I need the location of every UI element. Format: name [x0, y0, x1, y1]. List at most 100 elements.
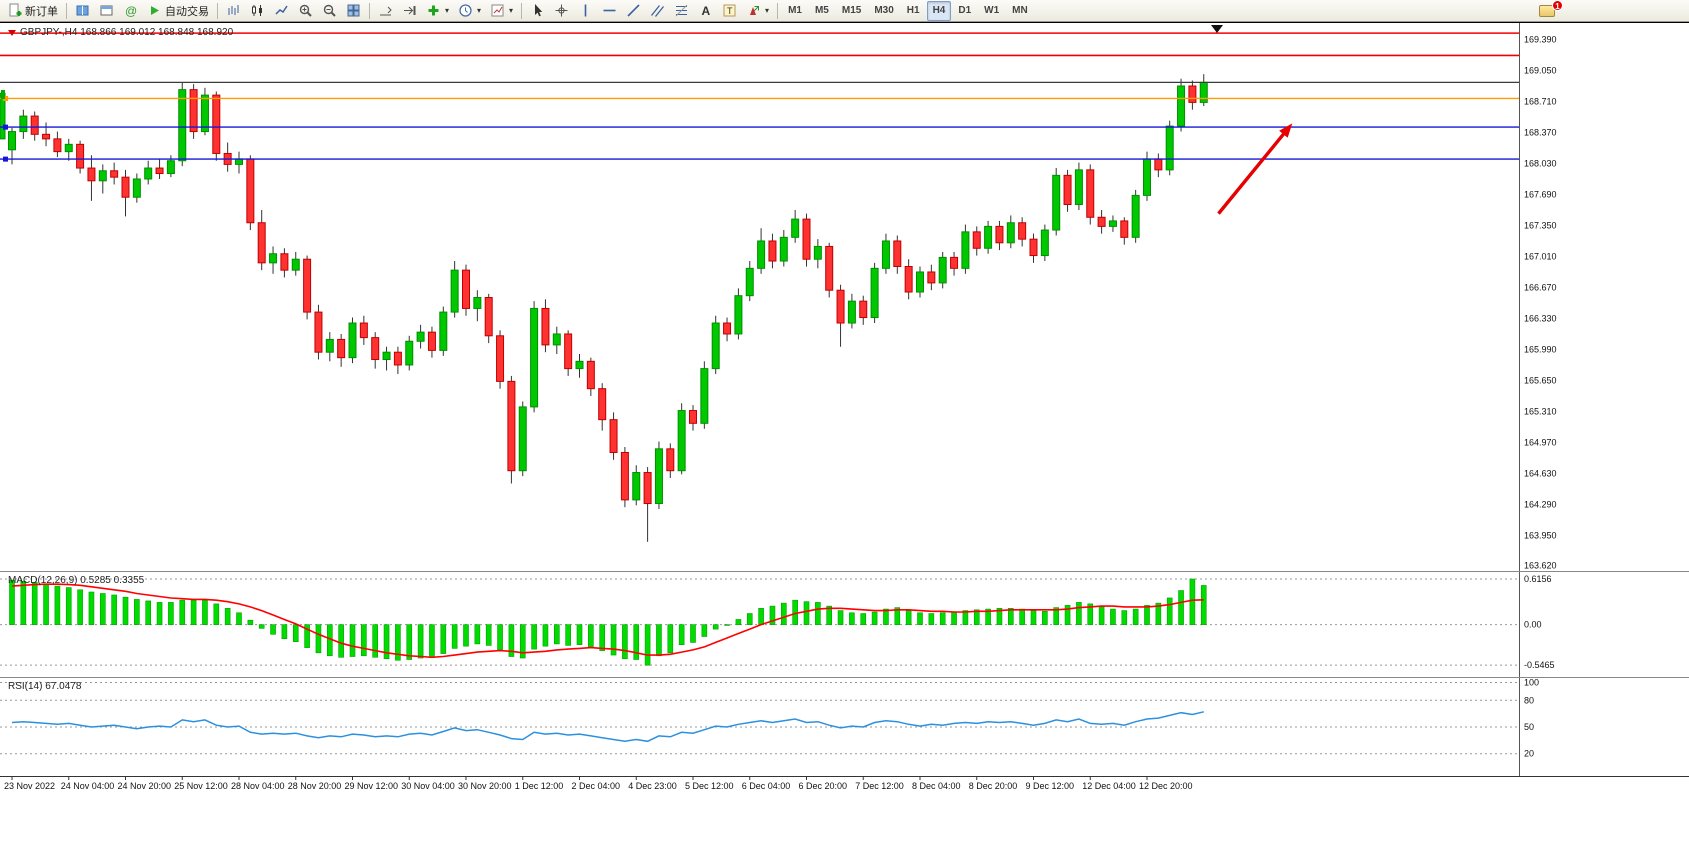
candle-body — [371, 337, 380, 360]
candle-body — [938, 256, 947, 284]
toolbar-vertical-line-tool-button[interactable] — [574, 1, 597, 21]
candle-body — [1188, 85, 1197, 103]
candle-body — [507, 380, 516, 472]
candles-icon — [252, 5, 262, 16]
price-axis-label: 167.350 — [1524, 220, 1557, 230]
macd-histogram-bar — [803, 601, 810, 625]
hline-icon — [603, 9, 616, 12]
price-axis-label: 164.630 — [1524, 468, 1557, 478]
fibo-icon — [675, 4, 688, 17]
macd-histogram-bar — [315, 624, 322, 654]
macd-histogram-bar — [292, 624, 299, 643]
timeframe-m30-button[interactable]: M30 — [874, 5, 894, 16]
price-axis-label: 169.390 — [1524, 34, 1557, 44]
toolbar-cursor-button[interactable] — [526, 1, 549, 21]
candle-body — [382, 351, 391, 360]
hline-handle[interactable] — [3, 156, 8, 162]
toolbar-tile-windows-button[interactable] — [342, 1, 365, 21]
toolbar-line-chart-button[interactable] — [270, 1, 293, 21]
candle-body — [791, 218, 800, 238]
candle-body — [893, 240, 902, 268]
macd-histogram-bar — [724, 624, 730, 626]
notification-count-badge: 1 — [1552, 0, 1563, 11]
time-axis-label: 23 Nov 2022 — [4, 781, 55, 791]
candle-body — [859, 300, 868, 319]
toolbar-trendline-tool-button[interactable] — [622, 1, 645, 21]
toolbar-autotrading-button[interactable]: 自动交易 — [143, 1, 213, 21]
toolbar-channel-tool-button[interactable] — [646, 1, 669, 21]
toolbar-new-chart-button[interactable] — [71, 1, 94, 21]
toolbar-arrows-tool-button[interactable]: ▾ — [742, 1, 773, 21]
macd-histogram-bar — [474, 624, 481, 645]
toolbar-chart-shift-button[interactable] — [398, 1, 421, 21]
toolbar-market-watch-button[interactable]: @ — [119, 1, 142, 21]
macd-histogram-bar — [451, 624, 458, 649]
macd-histogram-bar — [1132, 608, 1139, 625]
timeframe-d1-button[interactable]: D1 — [958, 5, 972, 16]
toolbar-periods-button[interactable]: ▾ — [454, 1, 485, 21]
timeframe-mn-button[interactable]: MN — [1012, 5, 1028, 16]
candle-body — [246, 158, 255, 224]
toolbar-horizontal-line-tool-button[interactable] — [598, 1, 621, 21]
macd-axis-label: -0.5465 — [1524, 660, 1555, 670]
macd-histogram-bar — [270, 624, 276, 635]
macd-histogram-bar — [258, 624, 265, 629]
toolbar-bar-chart-button[interactable] — [222, 1, 245, 21]
timeframe-h1-button[interactable]: H1 — [906, 5, 920, 16]
time-axis-label: 7 Dec 12:00 — [855, 781, 904, 791]
hline-handle[interactable] — [3, 95, 8, 101]
macd-signal-line — [11, 583, 1204, 659]
doc-plus-icon — [9, 3, 22, 17]
crosshair-icon — [555, 4, 568, 17]
macd-histogram-bar — [77, 589, 83, 625]
timeframe-m15-button[interactable]: M15 — [841, 5, 862, 16]
toolbar-auto-scroll-button[interactable] — [374, 1, 397, 21]
arrow-annotation-head[interactable] — [1279, 123, 1293, 138]
macd-histogram-bar — [1189, 578, 1196, 625]
toolbar-text-label-tool-button[interactable]: T — [718, 1, 741, 21]
alerts-indicator[interactable]: 1 — [1537, 0, 1563, 21]
time-axis-label: 8 Dec 04:00 — [912, 781, 961, 791]
toolbar-crosshair-button[interactable] — [550, 1, 573, 21]
time-axis-label: 9 Dec 12:00 — [1026, 781, 1075, 791]
timeframe-w1-button[interactable]: W1 — [984, 5, 1000, 16]
macd-histogram-bar — [1178, 590, 1184, 625]
timeframe-m5-button[interactable]: M5 — [814, 5, 829, 16]
toolbar-profiles-button[interactable] — [95, 1, 118, 21]
clock-icon — [459, 4, 472, 17]
arrow-annotation-line[interactable] — [1217, 129, 1288, 215]
toolbar-add-indicator-button[interactable]: ▾ — [422, 1, 453, 21]
toolbar-candlestick-chart-button[interactable] — [246, 1, 269, 21]
candle-body — [427, 331, 436, 351]
macd-histogram-bar — [1144, 605, 1150, 625]
candle-body — [689, 410, 697, 424]
candle-body — [768, 240, 777, 262]
macd-histogram-bar — [769, 605, 776, 625]
candle-body — [654, 448, 663, 505]
candle-body — [393, 351, 402, 366]
timeframe-h4-button[interactable]: H4 — [926, 0, 952, 21]
candle-body — [666, 448, 675, 472]
candle-body — [541, 307, 550, 346]
macd-histogram-bar — [917, 612, 923, 625]
timeframe-m1-button[interactable]: M1 — [788, 5, 802, 16]
macd-histogram-bar — [871, 611, 878, 625]
macd-histogram-bar — [1064, 605, 1071, 625]
macd-histogram-bar — [361, 624, 367, 657]
candle-body — [825, 245, 834, 291]
macd-histogram-bar — [894, 607, 901, 625]
candle-body — [1086, 169, 1095, 218]
toolbar-zoom-in-button[interactable] — [294, 1, 317, 21]
time-axis-label: 29 Nov 12:00 — [345, 781, 399, 791]
hline-handle[interactable] — [3, 124, 8, 130]
candle-body — [1006, 222, 1015, 244]
toolbar-fibonacci-tool-button[interactable] — [670, 1, 693, 21]
candle-body — [1165, 125, 1174, 171]
rsi-axis-label: 100 — [1524, 677, 1539, 687]
toolbar-text-tool-button[interactable]: A — [694, 1, 717, 21]
toolbar-new-order-button[interactable]: 新订单 — [3, 1, 62, 21]
toolbar-templates-button[interactable]: ▾ — [486, 1, 517, 21]
price-axis-label: 167.690 — [1524, 189, 1557, 199]
toolbar-zoom-out-button[interactable] — [318, 1, 341, 21]
